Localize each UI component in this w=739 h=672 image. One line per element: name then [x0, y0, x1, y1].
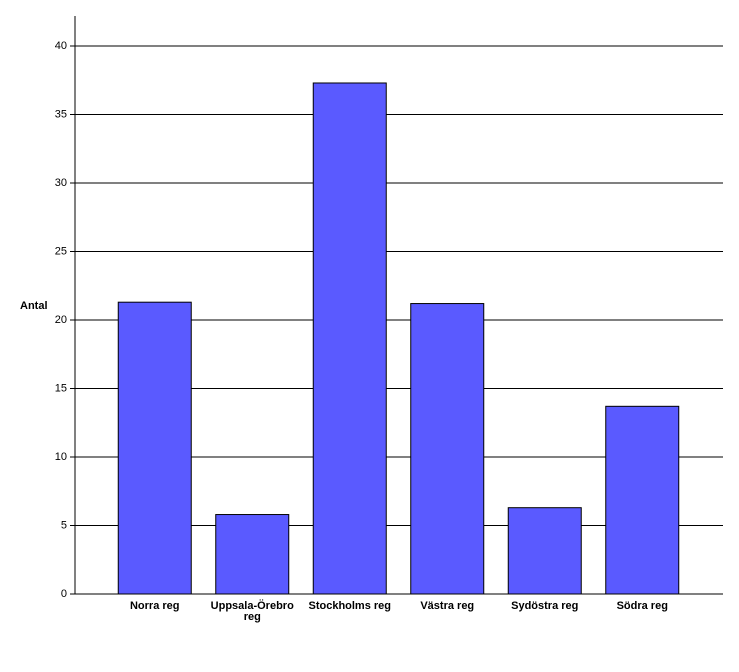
- bar: [605, 405, 680, 595]
- bar: [215, 514, 290, 595]
- y-tick-label: 30: [55, 177, 67, 189]
- x-tick-label: Uppsala-Örebro reg: [210, 600, 294, 623]
- bar: [507, 507, 582, 595]
- y-tick-label: 25: [55, 245, 67, 257]
- x-tick-label: Södra reg: [616, 600, 668, 612]
- y-tick-label: 20: [55, 314, 67, 326]
- bar: [117, 301, 192, 595]
- y-tick-label: 35: [55, 108, 67, 120]
- y-tick-label: 40: [55, 40, 67, 52]
- x-tick-label: Stockholms reg: [308, 600, 392, 612]
- y-tick-label: 0: [61, 588, 67, 600]
- y-tick-label: 10: [55, 451, 67, 463]
- bar: [312, 82, 387, 595]
- bar: [410, 303, 485, 595]
- y-tick-label: 15: [55, 382, 67, 394]
- y-tick-label: 5: [61, 519, 67, 531]
- x-tick-label: Sydöstra reg: [511, 600, 579, 612]
- x-tick-label: Norra reg: [129, 600, 180, 612]
- y-axis-label: Antal: [20, 300, 48, 312]
- x-tick-label: Västra reg: [420, 600, 475, 612]
